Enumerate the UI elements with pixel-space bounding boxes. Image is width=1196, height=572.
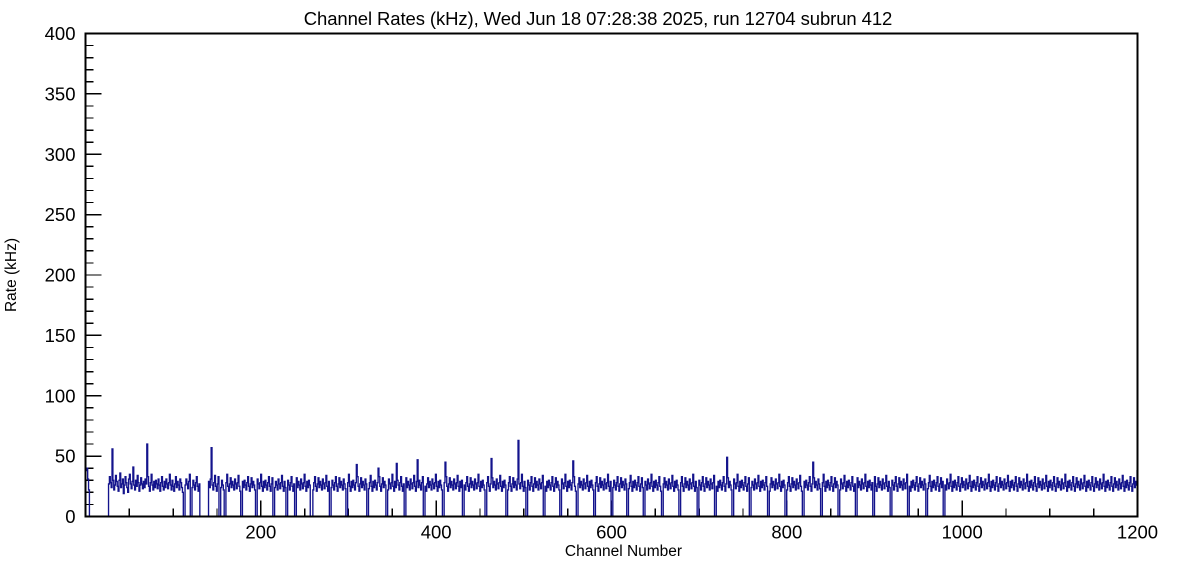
histogram-series-channel-rate (85, 439, 1138, 518)
page-title: Channel Rates (kHz), Wed Jun 18 07:28:38… (303, 8, 893, 29)
plot-frame-overlay (84, 32, 1139, 518)
x-axis-tick-label: 800 (771, 522, 802, 543)
y-axis-tick-label: 200 (45, 265, 76, 286)
plot-frame (84, 32, 1139, 518)
x-axis-tick-label: 1200 (1117, 522, 1158, 543)
y-axis-tick-label: 50 (55, 446, 76, 467)
x-axis-tick-label: 600 (596, 522, 627, 543)
x-axis-tick-label: 1000 (942, 522, 983, 543)
y-axis-tick-label: 0 (65, 506, 75, 527)
y-axis-tick-label: 250 (45, 204, 76, 225)
x-axis-title: Channel Number (565, 543, 682, 560)
y-axis-tick-label: 400 (45, 23, 76, 44)
x-axis-tick-label: 400 (421, 522, 452, 543)
y-axis-tick-label: 150 (45, 325, 76, 346)
y-axis-tick-label: 350 (45, 83, 76, 104)
y-axis-tick-label: 100 (45, 385, 76, 406)
y-axis-tick-label: 300 (45, 144, 76, 165)
y-axis-title: Rate (kHz) (3, 238, 20, 312)
x-axis-tick-label: 200 (245, 522, 276, 543)
